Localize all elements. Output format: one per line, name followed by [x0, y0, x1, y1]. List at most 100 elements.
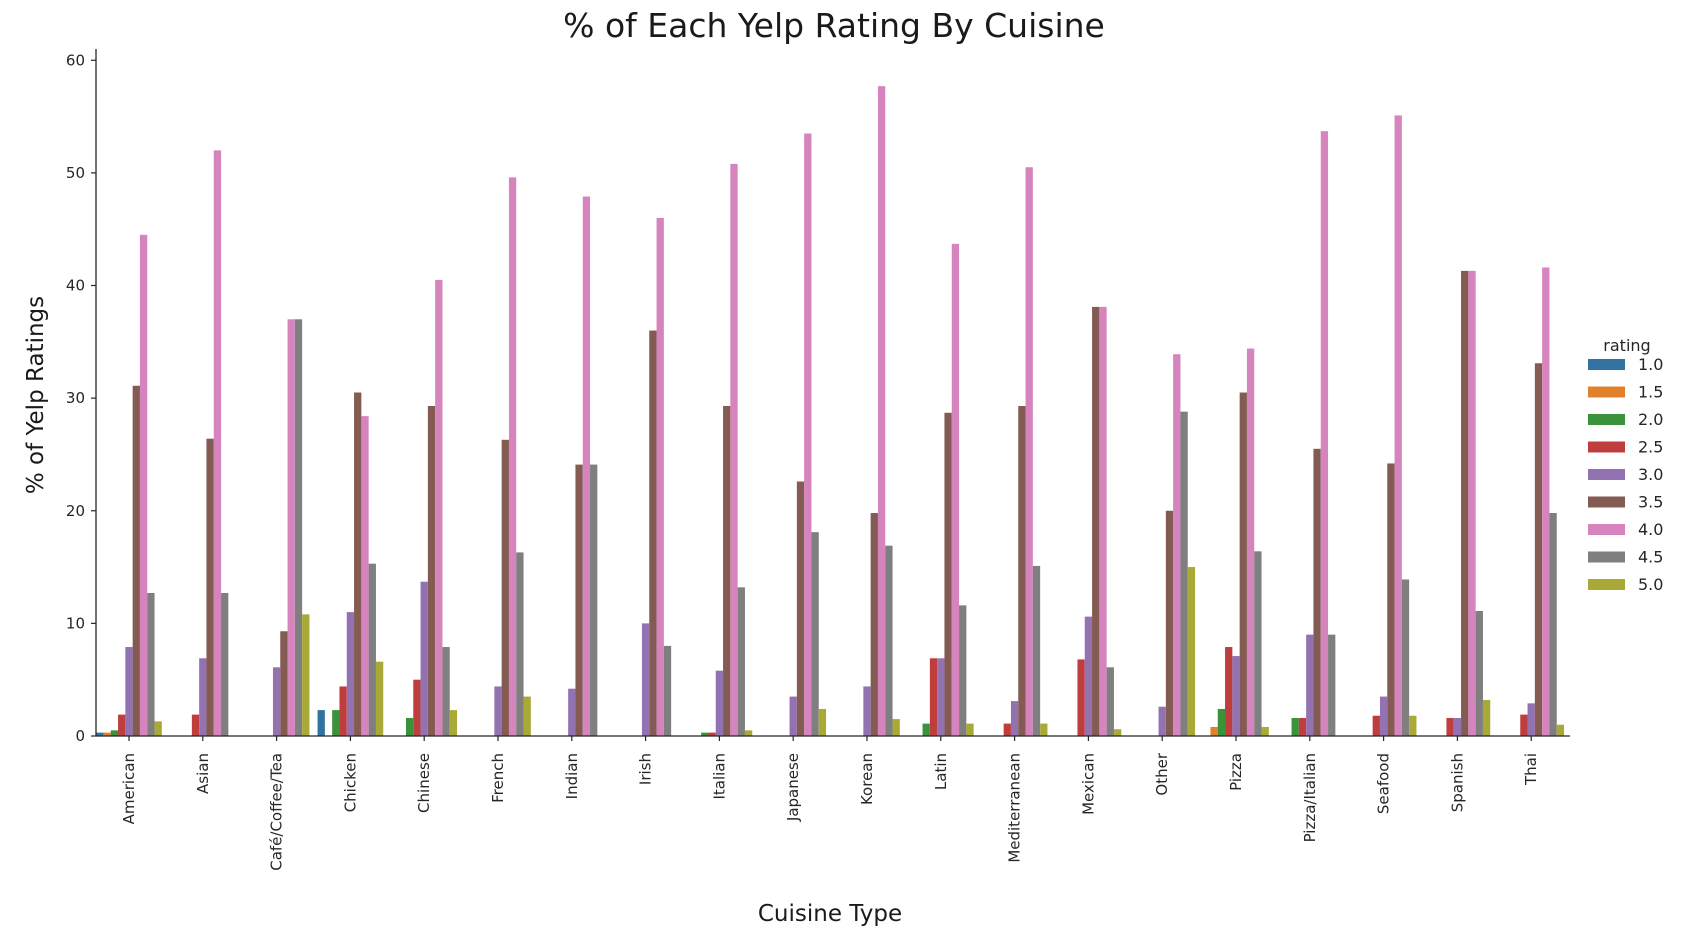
bar	[1320, 131, 1329, 736]
bar	[1306, 634, 1314, 736]
bar	[1461, 270, 1469, 736]
legend-swatch	[1588, 441, 1625, 453]
bar	[1018, 406, 1026, 736]
bar	[221, 592, 229, 736]
bar	[1254, 551, 1262, 736]
bar-group-0	[96, 234, 162, 736]
bar	[951, 243, 960, 736]
bar	[449, 710, 458, 736]
bar-group-7	[641, 217, 672, 736]
bar	[590, 464, 598, 736]
bar	[1025, 167, 1033, 736]
bar-group-19	[1520, 267, 1565, 736]
bar	[804, 133, 812, 737]
bar-group-2	[272, 319, 310, 736]
legend-swatch	[1588, 414, 1625, 425]
bar	[575, 464, 583, 736]
bar	[199, 658, 207, 736]
bar	[272, 667, 281, 736]
bar	[730, 163, 738, 736]
bar	[582, 196, 591, 737]
bar	[723, 406, 731, 736]
x-tick-label: Mexican	[1079, 753, 1097, 815]
bar	[959, 605, 967, 736]
bar	[1187, 567, 1196, 736]
x-tick-label: American	[120, 753, 138, 824]
bar	[280, 631, 288, 736]
bar	[870, 513, 878, 736]
bar	[132, 385, 140, 736]
legend: rating 1.0 1.5 2.0 2.5 3.0 3.5 4.0 4.5 5.0	[1588, 336, 1663, 594]
bar-group-3	[317, 392, 384, 736]
bar-group-16	[1291, 131, 1336, 736]
bar	[944, 412, 952, 736]
bar	[110, 730, 119, 736]
legend-label: 1.0	[1638, 355, 1663, 374]
bar	[1040, 723, 1048, 736]
bar	[1313, 448, 1321, 736]
bar	[744, 730, 753, 736]
bar	[1077, 659, 1085, 736]
bar	[508, 177, 517, 736]
x-tick-label: Chicken	[341, 753, 359, 812]
x-tick-label: Asian	[194, 753, 212, 794]
bar	[1394, 115, 1402, 736]
bar	[494, 686, 502, 736]
x-tick-label: Irish	[637, 753, 655, 785]
legend-label: 4.0	[1638, 520, 1663, 539]
x-tick-label: Other	[1153, 752, 1171, 795]
legend-label: 4.5	[1638, 548, 1663, 567]
legend-swatch	[1588, 386, 1625, 398]
y-tick-label: 40	[66, 277, 85, 295]
bars-layer	[96, 86, 1565, 737]
bar-group-5	[494, 177, 531, 736]
y-tick-label: 10	[66, 614, 85, 632]
legend-title: rating	[1603, 336, 1650, 355]
bar-group-18	[1446, 270, 1491, 736]
x-tick-label: Korean	[858, 753, 876, 805]
x-tick-label: Latin	[932, 753, 950, 790]
bar	[516, 552, 524, 736]
bar	[1475, 610, 1483, 736]
bar	[568, 688, 576, 736]
bar	[966, 723, 974, 736]
bar	[1113, 729, 1122, 736]
legend-label: 5.0	[1638, 575, 1663, 594]
bar	[937, 658, 945, 736]
bar	[1453, 717, 1462, 736]
x-tick-label: Pizza/Italian	[1301, 753, 1319, 842]
bar	[1180, 411, 1188, 736]
bar	[1225, 647, 1233, 736]
bar	[368, 563, 376, 736]
bar-group-1	[191, 150, 229, 737]
bar	[885, 545, 893, 736]
bar	[302, 614, 310, 736]
bar	[863, 686, 871, 736]
bar	[789, 696, 797, 736]
bar	[191, 714, 200, 736]
y-tick-label: 20	[66, 502, 85, 520]
bar	[332, 710, 340, 736]
bar	[1165, 510, 1174, 736]
bar	[346, 612, 355, 736]
bar	[1032, 565, 1041, 736]
bar	[1527, 703, 1535, 736]
legend-swatch	[1588, 469, 1625, 480]
bar	[818, 708, 827, 736]
bar	[1328, 634, 1336, 736]
bar	[125, 647, 133, 736]
legend-swatch	[1588, 579, 1625, 590]
bar	[103, 732, 111, 736]
legend-label: 1.5	[1638, 383, 1663, 402]
bar	[1446, 717, 1454, 736]
bar-group-14	[1158, 354, 1196, 736]
x-tick-label: Japanese	[784, 753, 802, 822]
bar	[294, 319, 303, 736]
bar	[118, 714, 126, 736]
bar	[420, 581, 428, 736]
bar	[1010, 701, 1019, 736]
x-tick-label: French	[489, 753, 507, 803]
legend-swatch	[1588, 496, 1625, 508]
bar	[701, 732, 709, 736]
